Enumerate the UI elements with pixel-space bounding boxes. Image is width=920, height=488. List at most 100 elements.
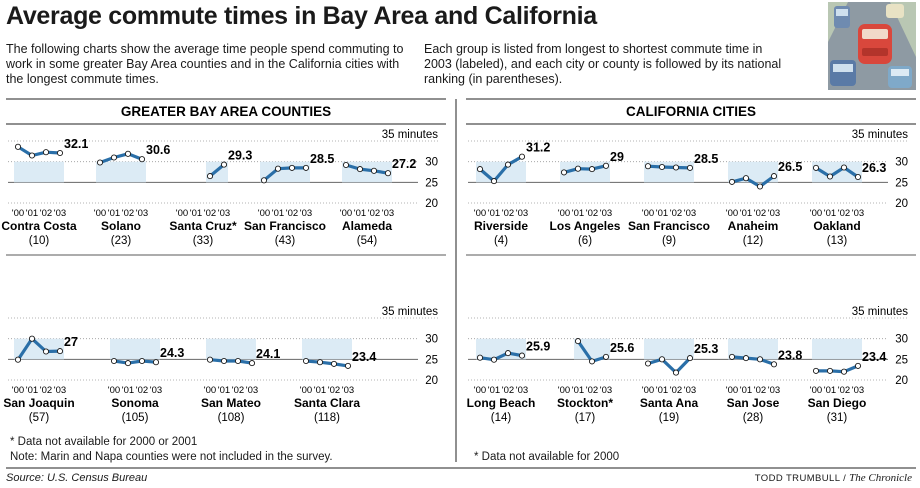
data-point [274, 165, 282, 172]
data-label: 28.5 [694, 152, 718, 166]
data-point [138, 156, 146, 163]
series-rank: (9) [662, 235, 676, 247]
x-tick-label: '01 [26, 208, 38, 219]
series-line [647, 356, 692, 375]
series-rank: (43) [275, 235, 296, 247]
series-rank: (19) [659, 412, 680, 424]
data-label: 30.6 [146, 143, 170, 157]
x-tick-label: '02 [754, 208, 766, 219]
data-point [672, 369, 680, 376]
credit-line: TODD TRUMBULL / The Chronicle [755, 472, 912, 484]
x-tick-label: '02 [40, 385, 52, 396]
data-point [490, 178, 498, 185]
x-tick-label: '03 [768, 208, 780, 219]
y-tick-label: 20 [895, 375, 908, 387]
data-label: 31.2 [526, 141, 550, 155]
x-tick-label: '01 [824, 385, 836, 396]
data-point [124, 360, 132, 367]
x-tick-label: '01 [218, 385, 230, 396]
series-rank: (54) [357, 235, 378, 247]
data-point [260, 177, 268, 184]
series-line [99, 152, 143, 165]
y-tick-label: 20 [425, 198, 438, 210]
x-tick-label: '02 [286, 208, 298, 219]
series-band [728, 161, 778, 183]
series-rank: (108) [218, 412, 245, 424]
x-tick-label: '01 [108, 208, 120, 219]
series-line [731, 174, 775, 189]
series-name: Los Angeles [550, 219, 621, 233]
data-point [14, 356, 22, 363]
data-point [28, 335, 36, 342]
series-name: San Mateo [201, 396, 261, 410]
series-line [262, 166, 306, 182]
data-point [356, 166, 364, 173]
x-tick-label: '00 [176, 208, 188, 219]
data-point [28, 152, 36, 159]
data-label: 26.5 [778, 160, 802, 174]
series-name: Santa Clara [294, 396, 360, 410]
data-point [742, 355, 750, 362]
x-tick-label: '02 [754, 385, 766, 396]
panel-title: CALIFORNIA CITIES [626, 104, 756, 119]
series-line [113, 359, 157, 365]
chart-row: 35 minutes20253031.2'00'01'02'03Riversid… [466, 129, 916, 256]
data-point [42, 149, 50, 156]
x-tick-label: '01 [190, 208, 202, 219]
footnote-cities-missing-data: * Data not available for 2000 [474, 451, 620, 463]
x-tick-label: '01 [354, 208, 366, 219]
x-tick-label: '01 [656, 385, 668, 396]
series-band [812, 338, 862, 360]
series-rank: (4) [494, 235, 508, 247]
data-point [206, 356, 214, 363]
x-tick-label: '00 [300, 385, 312, 396]
data-label: 28.5 [310, 152, 334, 166]
data-point [248, 360, 256, 367]
series-line [345, 163, 389, 175]
x-tick-label: '00 [12, 208, 24, 219]
x-tick-label: '03 [600, 385, 612, 396]
footnote-bay-area-note: Note: Marin and Napa counties were not i… [10, 451, 333, 463]
x-tick-label: '03 [54, 208, 66, 219]
series-band [644, 161, 694, 183]
data-label: 29 [610, 150, 624, 164]
data-point [330, 360, 338, 367]
data-point [124, 150, 132, 157]
series-name: Sonoma [111, 396, 159, 410]
x-tick-label: '00 [12, 385, 24, 396]
x-tick-label: '00 [258, 208, 270, 219]
x-tick-label: '01 [488, 208, 500, 219]
series-band [14, 338, 64, 360]
data-point [756, 356, 764, 363]
data-point [854, 173, 862, 181]
x-tick-label: '01 [740, 208, 752, 219]
data-point [56, 149, 64, 157]
x-tick-label: '01 [122, 385, 134, 396]
data-point [574, 165, 582, 172]
x-tick-label: '00 [726, 385, 738, 396]
data-point [560, 169, 568, 176]
x-tick-label: '03 [54, 385, 66, 396]
x-tick-label: '02 [40, 208, 52, 219]
series-rank: (28) [743, 412, 764, 424]
series-name: San Joaquin [3, 396, 74, 410]
data-point [220, 161, 228, 168]
series-rank: (10) [29, 235, 50, 247]
x-tick-label: '03 [684, 385, 696, 396]
data-point [504, 350, 512, 357]
data-point [504, 161, 512, 168]
data-point [490, 356, 498, 363]
x-tick-label: '03 [300, 208, 312, 219]
x-tick-label: '00 [108, 385, 120, 396]
x-tick-label: '02 [204, 208, 216, 219]
